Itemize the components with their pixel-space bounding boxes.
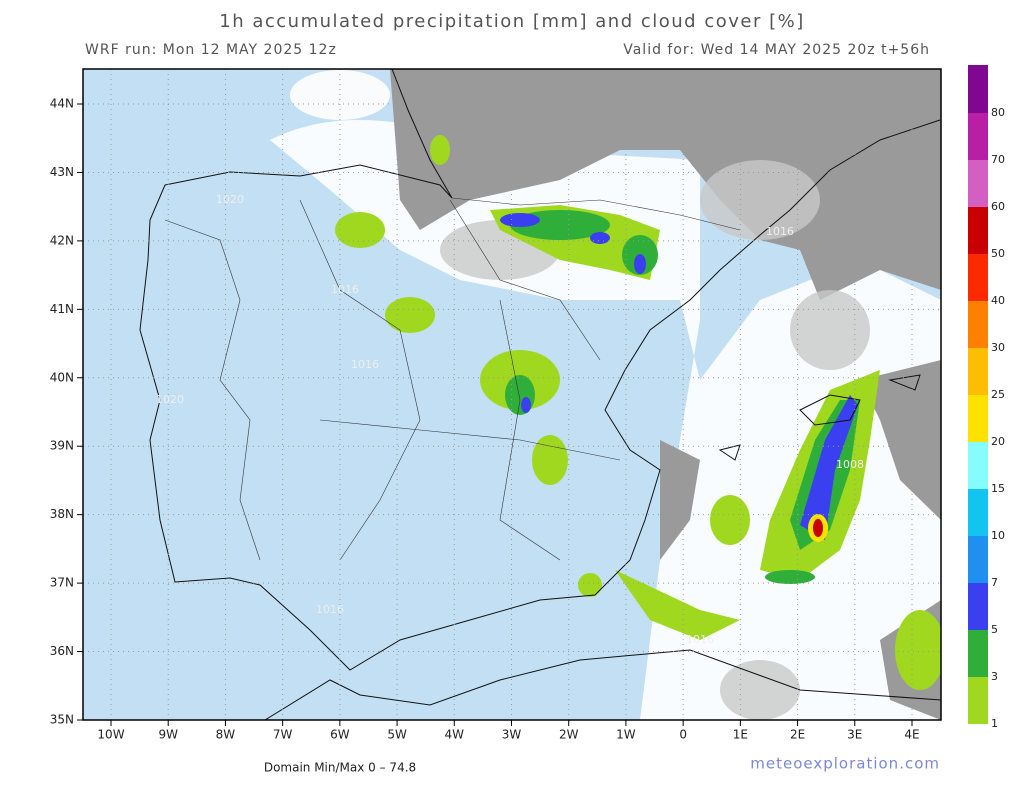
lon-label: 5W	[387, 728, 407, 742]
precip-max	[813, 519, 823, 537]
colorbar-label: 50	[991, 247, 1005, 260]
min-max: Domain Min/Max 0 – 74.8	[264, 761, 416, 775]
lat-label: 38N	[50, 507, 74, 521]
colorbar-label: 30	[991, 341, 1005, 354]
lon-label: 9W	[158, 728, 178, 742]
colorbar-swatch	[968, 677, 988, 724]
isobar-label: 1016	[316, 603, 344, 616]
lon-label: 3W	[502, 728, 522, 742]
lon-label: 1E	[733, 728, 748, 742]
lat-label: 41N	[50, 302, 74, 316]
lat-label: 37N	[50, 576, 74, 590]
lon-label: 10W	[97, 728, 124, 742]
colorbar-label: 60	[991, 200, 1005, 213]
lat-label: 43N	[50, 165, 74, 179]
colorbar-swatch	[968, 113, 988, 160]
colorbar-label: 70	[991, 153, 1005, 166]
colorbar-label: 3	[991, 670, 998, 683]
lat-label: 39N	[50, 439, 74, 453]
lon-label: 7W	[273, 728, 293, 742]
lat-label: 44N	[50, 97, 74, 111]
colorbar-swatch	[968, 395, 988, 442]
colorbar-swatch	[968, 348, 988, 395]
colorbar-label: 20	[991, 435, 1005, 448]
colorbar-swatch	[968, 207, 988, 254]
lon-label: 4W	[445, 728, 465, 742]
isobar-label: 1020	[216, 193, 244, 206]
isobar-label: 1008	[836, 458, 864, 471]
colorbar-label: 10	[991, 529, 1005, 542]
colorbar-swatch	[968, 583, 988, 630]
title: 1h accumulated precipitation [mm] and cl…	[219, 11, 804, 32]
lat-label: 40N	[50, 370, 74, 384]
lon-label: 3E	[847, 728, 862, 742]
colorbar-swatch	[968, 301, 988, 348]
colorbar-label: 15	[991, 482, 1005, 495]
colorbar-label: 5	[991, 623, 998, 636]
colorbar-swatch	[968, 536, 988, 583]
colorbar-label: 1	[991, 717, 998, 730]
valid-info: Valid for: Wed 14 MAY 2025 20z t+56h	[623, 42, 930, 58]
precip-heavy	[500, 213, 858, 540]
colorbar-label: 40	[991, 294, 1005, 307]
colorbar-label: 25	[991, 388, 1005, 401]
colorbar-swatch	[968, 65, 988, 113]
lon-label: 8W	[216, 728, 236, 742]
isobar-label: 1016	[351, 358, 379, 371]
lat-label: 42N	[50, 233, 74, 247]
lon-label: 2E	[790, 728, 805, 742]
colorbar-label: 7	[991, 576, 998, 589]
colorbar-swatch	[968, 254, 988, 301]
isobar-label: 1016	[331, 283, 359, 296]
map-area	[83, 69, 941, 720]
colorbar-swatch	[968, 630, 988, 677]
colorbar-label: 80	[991, 106, 1005, 119]
credit[interactable]: meteoexploration.com	[750, 755, 940, 773]
lon-label: 6W	[330, 728, 350, 742]
isobar-label: 1016	[686, 633, 714, 646]
colorbar-swatch	[968, 160, 988, 207]
lon-label: 4E	[904, 728, 919, 742]
lon-label: 1W	[616, 728, 636, 742]
graticule: 44N 43N 42N 41N 40N 39N 38N 37N 36N 35N 10W 9W 8W 7W 6…	[50, 69, 941, 742]
lat-label: 36N	[50, 644, 74, 658]
colorbar-swatch	[968, 442, 988, 489]
borders	[164, 197, 741, 561]
lon-label: 2W	[559, 728, 579, 742]
lat-label: 35N	[50, 713, 74, 727]
run-info: WRF run: Mon 12 MAY 2025 12z	[85, 42, 337, 58]
isobar-label: 1016	[766, 225, 794, 238]
lon-label: 0	[679, 728, 687, 742]
colorbar: 1 3 5 7 10 15 20 25 30 40 50 60 70 80	[968, 65, 1005, 730]
isobar-label: 1020	[156, 393, 184, 406]
colorbar-swatch	[968, 489, 988, 536]
map-frame	[82, 68, 942, 721]
